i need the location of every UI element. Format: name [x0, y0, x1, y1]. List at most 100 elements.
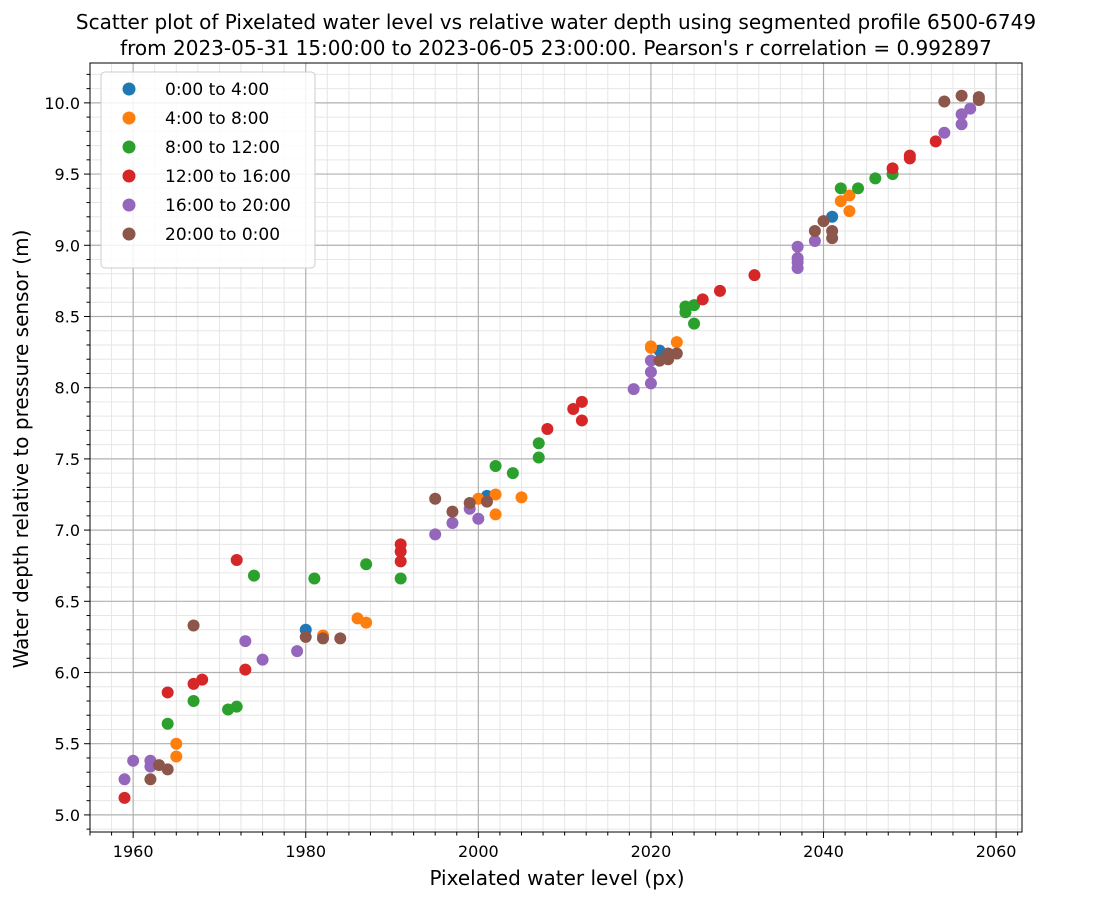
y-tick-label: 6.0: [55, 664, 80, 683]
legend-label: 4:00 to 8:00: [165, 109, 269, 129]
data-point: [644, 366, 657, 379]
y-tick-label: 5.5: [55, 735, 80, 754]
y-tick-label: 8.5: [55, 307, 80, 326]
data-point: [679, 306, 692, 319]
series-5: [144, 89, 985, 786]
axis-ticks: [84, 73, 1019, 838]
y-tick-label: 9.0: [55, 236, 80, 255]
x-tick-labels: 1960 1980 2000 2020 2040 2060: [113, 842, 1017, 861]
data-point: [196, 673, 209, 686]
x-tick-label: 2040: [803, 842, 844, 861]
data-point: [791, 262, 804, 275]
data-point: [170, 750, 183, 763]
data-point: [515, 491, 528, 504]
data-point: [187, 619, 200, 632]
data-point: [463, 497, 476, 510]
legend-marker: [122, 111, 136, 125]
data-point: [869, 172, 882, 185]
data-point: [161, 717, 174, 730]
data-point: [843, 205, 856, 218]
data-point: [955, 108, 968, 121]
data-point: [644, 341, 657, 354]
plot-frame: [89, 62, 1023, 833]
data-point: [843, 189, 856, 202]
x-tick-label: 2020: [631, 842, 672, 861]
data-point: [429, 528, 442, 541]
legend-label: 12:00 to 16:00: [165, 167, 291, 187]
y-tick-label: 8.0: [55, 379, 80, 398]
legend-marker: [122, 169, 136, 183]
data-point: [489, 460, 502, 473]
legend-label: 16:00 to 20:00: [165, 196, 291, 216]
data-point: [308, 572, 321, 585]
legend-label: 20:00 to 0:00: [165, 225, 280, 245]
data-point: [817, 215, 830, 228]
data-point: [696, 293, 709, 306]
x-tick-label: 1960: [113, 842, 154, 861]
data-point: [972, 94, 985, 107]
data-point: [808, 235, 821, 248]
data-point: [644, 377, 657, 390]
data-point: [627, 383, 640, 396]
data-point: [688, 317, 701, 330]
data-point: [506, 467, 519, 480]
data-point: [394, 555, 407, 568]
data-point: [489, 488, 502, 501]
legend-box: [100, 71, 316, 269]
legend-marker: [122, 82, 136, 96]
data-point: [791, 240, 804, 253]
data-point: [161, 686, 174, 699]
data-point: [567, 403, 580, 416]
data-point: [955, 118, 968, 131]
data-point: [938, 95, 951, 108]
y-tick-label: 5.0: [55, 806, 80, 825]
data-point: [118, 773, 131, 786]
legend: 0:00 to 4:00 4:00 to 8:00 8:00 to 12:00 12:…: [100, 71, 316, 269]
data-point: [644, 354, 657, 367]
data-point: [834, 182, 847, 195]
chart-subtitle: from 2023-05-31 15:00:00 to 2023-06-05 2…: [120, 36, 992, 60]
data-point: [360, 616, 373, 629]
series-4: [118, 102, 977, 786]
data-point: [808, 225, 821, 238]
y-tick-label: 6.5: [55, 592, 80, 611]
data-point: [938, 126, 951, 139]
data-point: [239, 663, 252, 676]
x-axis-label: Pixelated water level (px): [429, 866, 684, 890]
data-point: [446, 505, 459, 518]
data-point: [480, 495, 493, 508]
data-point: [144, 773, 157, 786]
data-point: [929, 135, 942, 148]
y-tick-label: 10.0: [44, 94, 80, 113]
data-point: [472, 512, 485, 525]
x-tick-label: 2000: [458, 842, 499, 861]
data-point: [291, 645, 304, 658]
data-point: [670, 347, 683, 360]
data-point: [360, 558, 373, 571]
legend-marker: [122, 227, 136, 241]
x-tick-label: 2060: [976, 842, 1017, 861]
y-tick-label: 7.0: [55, 521, 80, 540]
y-tick-label: 7.5: [55, 450, 80, 469]
data-point: [187, 694, 200, 707]
data-point: [334, 632, 347, 645]
data-point: [317, 632, 329, 645]
data-point: [541, 422, 554, 435]
data-point: [532, 437, 545, 450]
y-axis-label: Water depth relative to pressure sensor …: [9, 230, 33, 669]
data-point: [256, 653, 269, 666]
data-point: [299, 630, 312, 643]
data-point: [394, 572, 407, 585]
data-point: [688, 299, 701, 312]
data-point: [903, 152, 916, 165]
data-point: [662, 353, 675, 366]
data-point: [247, 569, 260, 582]
y-tick-labels: 5.0 5.5 6.0 6.5 7.0 7.5 8.0 8.5 9.0 9.5 10.0: [44, 94, 80, 825]
legend-label: 0:00 to 4:00: [165, 80, 269, 100]
data-point: [670, 336, 683, 349]
chart-title: Scatter plot of Pixelated water level vs…: [76, 10, 1036, 34]
legend-marker: [122, 198, 136, 212]
data-point: [446, 516, 459, 529]
